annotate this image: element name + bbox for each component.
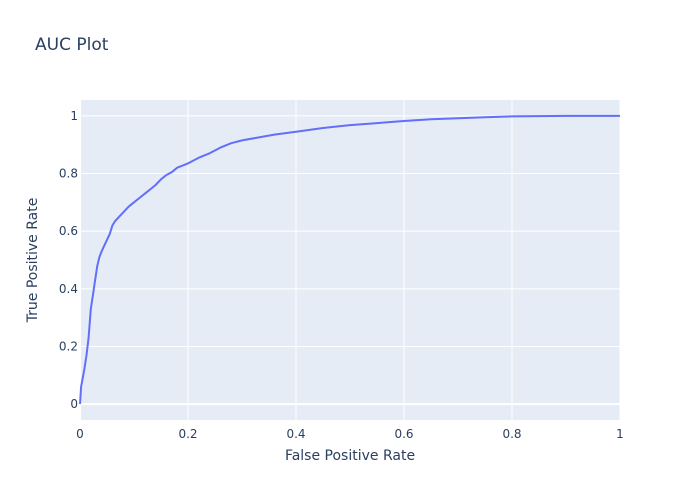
x-axis-ticks: 0 0.2 0.4 0.6 0.8 1 [76, 427, 624, 441]
x-tick-label-0: 0 [76, 427, 84, 441]
x-tick-label-1: 0.2 [178, 427, 197, 441]
x-axis-title: False Positive Rate [285, 448, 415, 464]
x-tick-label-5: 1 [616, 427, 624, 441]
x-tick-label-4: 0.8 [502, 427, 521, 441]
y-axis-title: True Positive Rate [25, 198, 41, 324]
plot-area [80, 100, 620, 420]
y-axis-ticks: 0 0.2 0.4 0.6 0.8 1 [59, 109, 78, 411]
y-tick-label-1: 0.2 [59, 339, 78, 353]
series-layer [79, 114, 620, 405]
y-tick-label-0: 0 [70, 397, 78, 411]
x-tick-label-3: 0.6 [394, 427, 413, 441]
y-tick-label-5: 1 [70, 109, 78, 123]
y-tick-label-3: 0.6 [59, 224, 78, 238]
chart-title: AUC Plot [35, 35, 109, 55]
y-tick-label-2: 0.4 [59, 282, 78, 296]
y-tick-label-4: 0.8 [59, 167, 78, 181]
x-tick-label-2: 0.4 [286, 427, 305, 441]
roc-curve-line-0 [79, 114, 620, 405]
